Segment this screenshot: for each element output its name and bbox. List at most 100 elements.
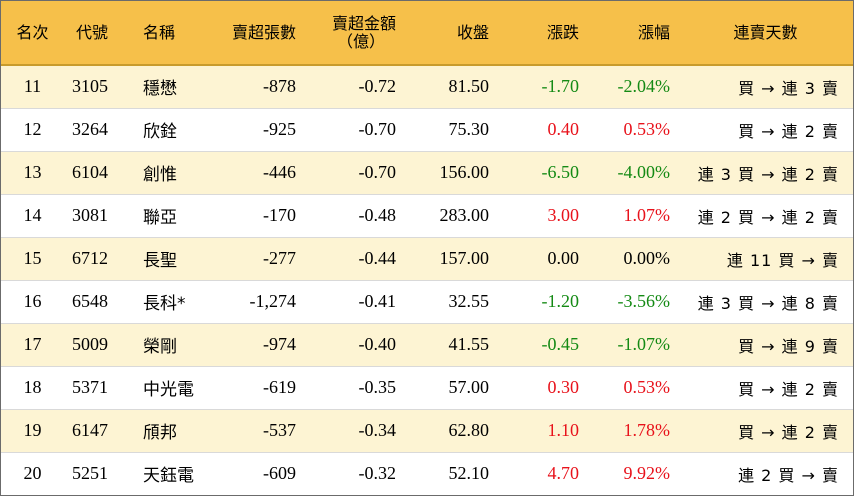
header-rank: 名次 xyxy=(16,22,49,42)
cell-name: 長聖 xyxy=(130,236,210,280)
cell-change-pct: 9.92% xyxy=(587,451,678,495)
cell-net-sell-lots: -974 xyxy=(210,322,304,366)
cell-code: 6548 xyxy=(64,279,130,323)
table-row: 18 5371 中光電 -619 -0.35 57.00 0.30 0.53% 買 → 連 2 … xyxy=(1,365,853,409)
cell-change-pct: 0.00% xyxy=(587,236,678,280)
cell-net-sell-amount: -0.70 xyxy=(304,107,404,151)
cell-name: 聯亞 xyxy=(130,193,210,237)
cell-streak: 買 → 連 2 賣 xyxy=(678,107,853,151)
cell-change-pct: 0.53% xyxy=(587,365,678,409)
cell-close: 156.00 xyxy=(404,150,497,194)
cell-code: 5371 xyxy=(64,365,130,409)
cell-name: 穩懋 xyxy=(130,64,210,108)
cell-change: 4.70 xyxy=(497,451,587,495)
cell-net-sell-lots: -878 xyxy=(210,64,304,108)
cell-change: -0.45 xyxy=(497,322,587,366)
cell-code: 6147 xyxy=(64,408,130,452)
cell-name: 中光電 xyxy=(130,365,210,409)
cell-change-pct: 1.07% xyxy=(587,193,678,237)
cell-close: 283.00 xyxy=(404,193,497,237)
cell-close: 57.00 xyxy=(404,365,497,409)
cell-change: 1.10 xyxy=(497,408,587,452)
cell-close: 75.30 xyxy=(404,107,497,151)
cell-rank: 14 xyxy=(1,193,64,237)
table-row: 11 3105 穩懋 -878 -0.72 81.50 -1.70 -2.04% 買 → 連 3… xyxy=(1,64,853,108)
cell-change-pct: -4.00% xyxy=(587,150,678,194)
cell-name: 創惟 xyxy=(130,150,210,194)
cell-rank: 15 xyxy=(1,236,64,280)
cell-change: -1.20 xyxy=(497,279,587,323)
cell-net-sell-lots: -446 xyxy=(210,150,304,194)
cell-close: 157.00 xyxy=(404,236,497,280)
cell-close: 32.55 xyxy=(404,279,497,323)
table-row: 20 5251 天鈺電 -609 -0.32 52.10 4.70 9.92% 連 2 買 → … xyxy=(1,451,853,495)
table-row: 19 6147 頎邦 -537 -0.34 62.80 1.10 1.78% 買 → 連 2 賣 xyxy=(1,408,853,452)
cell-net-sell-amount: -0.44 xyxy=(304,236,404,280)
header-net-sell-amount-line2: （億） xyxy=(336,31,385,51)
cell-net-sell-lots: -925 xyxy=(210,107,304,151)
cell-name: 長科* xyxy=(130,279,210,323)
cell-code: 5251 xyxy=(64,451,130,495)
cell-rank: 13 xyxy=(1,150,64,194)
cell-net-sell-amount: -0.40 xyxy=(304,322,404,366)
cell-change: 0.00 xyxy=(497,236,587,280)
cell-change: -6.50 xyxy=(497,150,587,194)
table-row: 13 6104 創惟 -446 -0.70 156.00 -6.50 -4.00% 連 3 買 … xyxy=(1,150,853,194)
header-streak: 連賣天數 xyxy=(733,22,798,42)
cell-change-pct: -3.56% xyxy=(587,279,678,323)
header-close: 收盤 xyxy=(456,22,489,42)
cell-change: 0.30 xyxy=(497,365,587,409)
cell-rank: 17 xyxy=(1,322,64,366)
cell-code: 3105 xyxy=(64,64,130,108)
cell-net-sell-amount: -0.32 xyxy=(304,451,404,495)
cell-streak: 買 → 連 2 賣 xyxy=(678,365,853,409)
cell-net-sell-lots: -277 xyxy=(210,236,304,280)
cell-close: 62.80 xyxy=(404,408,497,452)
cell-close: 52.10 xyxy=(404,451,497,495)
cell-name: 頎邦 xyxy=(130,408,210,452)
cell-code: 3081 xyxy=(64,193,130,237)
cell-rank: 12 xyxy=(1,107,64,151)
cell-code: 3264 xyxy=(64,107,130,151)
header-net-sell-amount: 賣超金額 （億） xyxy=(304,1,404,65)
table-body: 11 3105 穩懋 -878 -0.72 81.50 -1.70 -2.04% 買 → 連 3… xyxy=(1,64,853,495)
cell-net-sell-lots: -537 xyxy=(210,408,304,452)
header-change-pct: 漲幅 xyxy=(637,22,670,42)
header-net-sell-amount-line1: 賣超金額 xyxy=(331,13,396,33)
cell-rank: 11 xyxy=(1,64,64,108)
table-row: 16 6548 長科* -1,274 -0.41 32.55 -1.20 -3.56% 連 3 … xyxy=(1,279,853,323)
header-code: 代號 xyxy=(76,22,109,42)
cell-streak: 連 2 買 → 連 2 賣 xyxy=(678,193,853,237)
cell-change-pct: 1.78% xyxy=(587,408,678,452)
cell-streak: 連 11 買 → 賣 xyxy=(678,236,853,280)
cell-net-sell-lots: -170 xyxy=(210,193,304,237)
cell-name: 欣銓 xyxy=(130,107,210,151)
cell-net-sell-amount: -0.48 xyxy=(304,193,404,237)
cell-streak: 買 → 連 2 賣 xyxy=(678,408,853,452)
table-row: 15 6712 長聖 -277 -0.44 157.00 0.00 0.00% 連 11 買 →… xyxy=(1,236,853,280)
table-row: 12 3264 欣銓 -925 -0.70 75.30 0.40 0.53% 買 → 連 2 賣 xyxy=(1,107,853,151)
cell-change: 0.40 xyxy=(497,107,587,151)
cell-close: 81.50 xyxy=(404,64,497,108)
cell-net-sell-lots: -619 xyxy=(210,365,304,409)
cell-name: 天鈺電 xyxy=(130,451,210,495)
cell-change-pct: -2.04% xyxy=(587,64,678,108)
cell-net-sell-lots: -609 xyxy=(210,451,304,495)
cell-change: -1.70 xyxy=(497,64,587,108)
cell-close: 41.55 xyxy=(404,322,497,366)
cell-net-sell-amount: -0.34 xyxy=(304,408,404,452)
header-name: 名稱 xyxy=(143,22,176,42)
header-net-sell-lots: 賣超張數 xyxy=(231,22,296,42)
cell-net-sell-amount: -0.72 xyxy=(304,64,404,108)
cell-code: 5009 xyxy=(64,322,130,366)
cell-net-sell-lots: -1,274 xyxy=(210,279,304,323)
table-header-row: 名次 代號 名稱 賣超張數 賣超金額 （億） 收盤 漲跌 漲幅 連賣天數 xyxy=(1,1,853,65)
cell-net-sell-amount: -0.35 xyxy=(304,365,404,409)
cell-change: 3.00 xyxy=(497,193,587,237)
header-change: 漲跌 xyxy=(546,22,579,42)
cell-streak: 連 2 買 → 賣 xyxy=(678,451,853,495)
table-row: 14 3081 聯亞 -170 -0.48 283.00 3.00 1.07% 連 2 買 → … xyxy=(1,193,853,237)
cell-net-sell-amount: -0.70 xyxy=(304,150,404,194)
